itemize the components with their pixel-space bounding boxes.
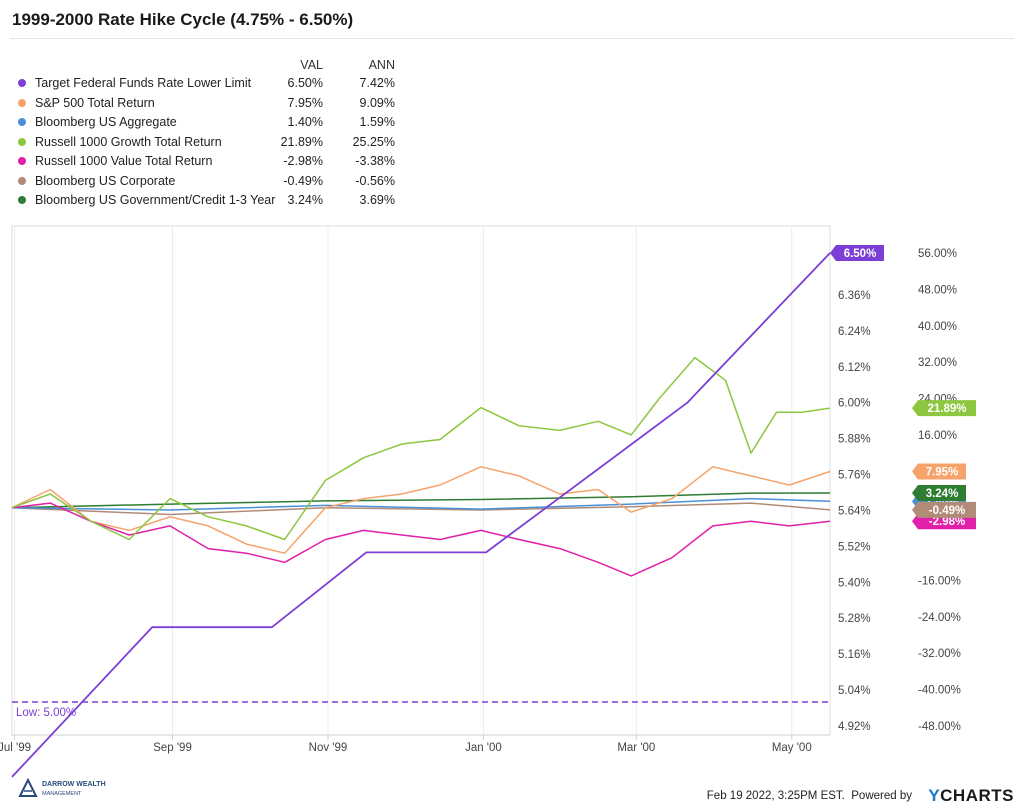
right-axis-tick-label: -16.00% [918, 575, 961, 587]
left-axis-tick-label: 6.12% [838, 362, 871, 374]
logo-line-2: MANAGEMENT [42, 791, 82, 797]
right-axis-tick-label: 16.00% [918, 430, 957, 442]
right-axis-tick-label: -48.00% [918, 721, 961, 733]
series-end-value: -2.98% [929, 516, 965, 528]
left-axis-tick-label: 5.28% [838, 613, 871, 625]
low-reference-label: Low: 5.00% [16, 707, 76, 719]
x-tick-label: Nov '99 [309, 742, 348, 754]
legend-dot-icon [18, 79, 26, 87]
right-axis-tick-label: -32.00% [918, 648, 961, 660]
legend-dot-icon [18, 176, 26, 185]
series-line [11, 492, 831, 509]
chart-title: 1999-2000 Rate Hike Cycle (4.75% - 6.50%… [12, 10, 354, 29]
legend-item-ann: 9.09% [359, 95, 395, 110]
legend-item-name: Russell 1000 Value Total Return [35, 154, 213, 168]
right-axis-tick-label: 32.00% [918, 357, 957, 369]
low-label-bg [13, 705, 83, 720]
legend-item-name: Target Federal Funds Rate Lower Limit [35, 76, 252, 90]
logo-line-1: DARROW WEALTH [42, 781, 106, 788]
logo-triangle-icon [18, 777, 38, 797]
legend-item-name: Bloomberg US Corporate [35, 173, 176, 188]
x-tick-label: Jul '99 [0, 742, 31, 754]
left-axis-tick-label: 6.36% [838, 290, 871, 302]
right-axis-tick-label: 56.00% [918, 248, 957, 260]
left-axis-tick-label: 6.24% [838, 326, 871, 338]
ycharts-rest: CHARTS [940, 786, 1014, 805]
legend-item-val: -2.98% [283, 154, 323, 168]
plot-area [11, 225, 831, 736]
footer-timestamp: Feb 19 2022, 3:25PM EST. Powered by [707, 790, 912, 802]
legend-item-val: 6.50% [287, 76, 323, 90]
left-axis-tick-label: 5.04% [838, 685, 871, 697]
left-axis-tick-label: 5.64% [838, 505, 871, 517]
series-line [11, 502, 831, 516]
series-line [11, 356, 831, 541]
series-end-value: -0.49% [929, 505, 965, 517]
right-axis-tick-label: -24.00% [918, 612, 961, 624]
right-axis-tick-label: -40.00% [918, 685, 961, 697]
legend-item-name: Bloomberg US Aggregate [35, 115, 177, 129]
legend-item-ann: 3.69% [359, 193, 395, 207]
legend-item-val: 3.24% [287, 193, 323, 207]
left-axis-tick-label: 5.88% [838, 434, 871, 446]
legend-dot-icon [18, 137, 26, 146]
x-tick-label: Jan '00 [465, 742, 502, 754]
left-axis-tick-label: 4.92% [838, 721, 871, 733]
ycharts-logo[interactable]: YCHARTS [928, 786, 1014, 806]
ycharts-y: Y [928, 786, 941, 805]
legend-item-ann: -3.38% [355, 154, 395, 168]
legend-dot-icon [18, 196, 26, 204]
legend-item-val: -0.49% [283, 173, 323, 188]
left-axis-tick-label: 5.52% [838, 541, 871, 553]
darrow-logo-mark: DARROW WEALTH MANAGEMENT [18, 777, 106, 797]
legend-dot-icon [18, 98, 26, 107]
left-axis-tick-label: 5.40% [838, 577, 871, 589]
series-end-value: 21.89% [927, 403, 966, 415]
left-axis-tick-label: 5.16% [838, 649, 871, 661]
series-end-badge [912, 501, 976, 518]
left-axis-tick-label: 6.00% [838, 398, 871, 410]
series-end-value: 7.95% [926, 467, 959, 479]
series-line [11, 502, 831, 577]
legend-item-name: Russell 1000 Growth Total Return [35, 134, 222, 149]
series-end-value: 6.50% [844, 248, 877, 260]
x-tick-label: Mar '00 [617, 742, 655, 754]
legend-item-val: 21.89% [280, 134, 323, 149]
legend-dot-icon [18, 118, 26, 126]
series-end-badge [912, 484, 966, 501]
timestamp-text: Feb 19 2022, 3:25PM EST. [706, 790, 845, 802]
legend-item-name: S&P 500 Total Return [35, 95, 155, 110]
x-tick-label: Sep '99 [153, 742, 192, 754]
title-divider [10, 38, 1014, 39]
right-axis-tick-label: 40.00% [918, 321, 957, 333]
x-tick-label: May '00 [772, 742, 812, 754]
legend-item-ann: 25.25% [352, 134, 395, 149]
powered-by-text: Powered by [851, 790, 912, 802]
legend-item-val: 7.95% [287, 95, 323, 110]
left-axis-tick-label: 5.76% [838, 470, 871, 482]
series-end-value: 3.24% [926, 488, 959, 500]
darrow-logo: DARROW WEALTH MANAGEMENT [14, 774, 154, 805]
legend-item-name: Bloomberg US Government/Credit 1-3 Year [35, 193, 276, 207]
series-line [11, 497, 831, 511]
legend-item-ann: 1.59% [359, 115, 395, 129]
legend-header-ann: ANN [368, 58, 395, 72]
legend-item-ann: 7.42% [359, 76, 395, 90]
legend-dot-icon [18, 157, 26, 165]
legend-header-val: VAL [300, 58, 323, 72]
legend-item-val: 1.40% [287, 115, 323, 129]
series-end-badge [912, 400, 976, 417]
series-end-badge [830, 245, 884, 261]
legend-item-ann: -0.56% [355, 173, 395, 188]
series-end-badge [912, 463, 966, 480]
series-line [11, 466, 831, 554]
series-line [11, 252, 831, 778]
right-axis-tick-label: 48.00% [918, 284, 957, 296]
